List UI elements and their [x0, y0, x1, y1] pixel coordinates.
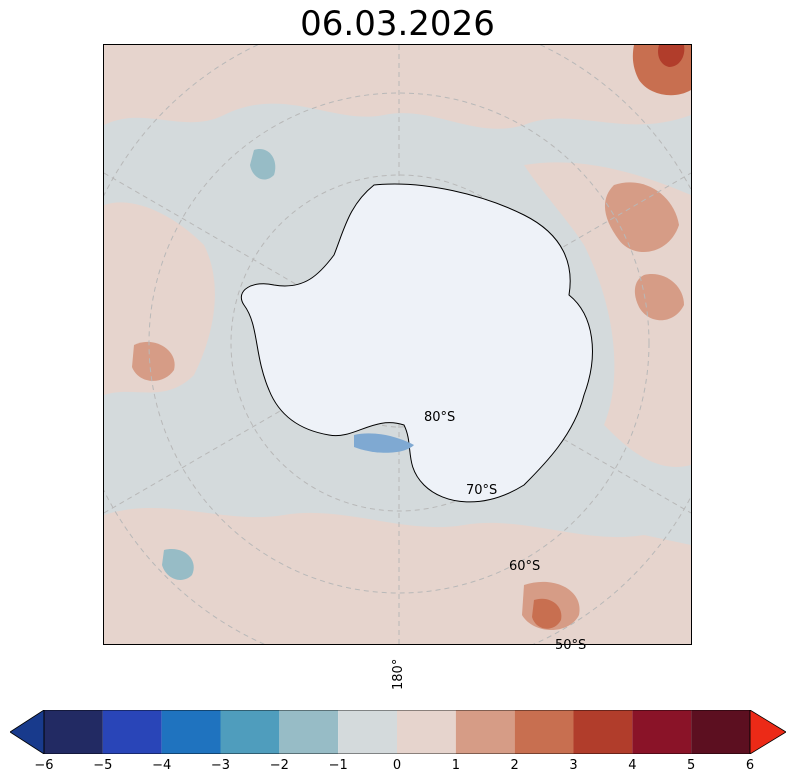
colorbar-bin-11	[691, 710, 750, 754]
colorbar-tick-label: 5	[687, 758, 696, 773]
lat-label-50s: 50°S	[555, 638, 587, 653]
colorbar-over-arrow	[749, 710, 786, 754]
colorbar-bin-4	[279, 710, 339, 754]
lon-label-180: 180°	[391, 658, 406, 690]
warm-patch-3	[132, 341, 175, 381]
cool-patch-2	[162, 549, 194, 580]
colorbar-under-arrow	[10, 710, 45, 754]
colorbar-tick-label: 3	[569, 758, 578, 773]
colorbar-tick-label: 4	[628, 758, 637, 773]
lat-label-70s: 70°S	[466, 483, 498, 498]
map-title: 06.03.2026	[300, 4, 495, 44]
antarctica-ice-sheet	[241, 183, 593, 503]
colorbar-bin-5	[338, 710, 397, 754]
colorbar-tick-label: 0	[392, 758, 402, 773]
colorbar-bin-9	[573, 710, 633, 754]
colorbar-tick-label: 6	[745, 758, 755, 773]
colorbar-tick-label: −1	[328, 758, 348, 773]
ross-ice-shelf	[354, 433, 414, 453]
colorbar-bin-7	[455, 710, 515, 754]
lat-label-60s: 60°S	[509, 559, 541, 574]
anomaly-map	[104, 45, 691, 644]
colorbar-bin-2	[161, 710, 221, 754]
colorbar-tick-label: −3	[210, 758, 231, 773]
colorbar-bin-3	[220, 710, 280, 754]
colorbar-bin-0	[44, 710, 103, 754]
colorbar-tick-label: 1	[451, 758, 460, 773]
colorbar-bins	[44, 710, 750, 754]
colorbar-bin-10	[632, 710, 692, 754]
colorbar-tick-label: −5	[93, 758, 113, 773]
colorbar-tick-label: −4	[152, 758, 172, 773]
warm-patch-6	[658, 45, 685, 67]
colorbar	[10, 710, 786, 754]
warm-region-west	[104, 202, 215, 395]
warm-patch-1	[604, 182, 679, 252]
lat-label-80s: 80°S	[424, 410, 456, 425]
warm-patch-2	[634, 274, 684, 321]
colorbar-bin-8	[514, 710, 574, 754]
cool-patch-1	[250, 149, 276, 180]
colorbar-tick-label: 2	[510, 758, 519, 773]
colorbar-bin-1	[102, 710, 162, 754]
warm-patch-7	[532, 598, 562, 629]
colorbar-bin-6	[397, 710, 456, 754]
colorbar-tick-label: −2	[269, 758, 289, 773]
colorbar-outline	[43, 710, 751, 754]
warm-region-north	[104, 45, 691, 129]
map-panel	[103, 44, 692, 645]
colorbar-tick-label: −6	[34, 758, 54, 773]
